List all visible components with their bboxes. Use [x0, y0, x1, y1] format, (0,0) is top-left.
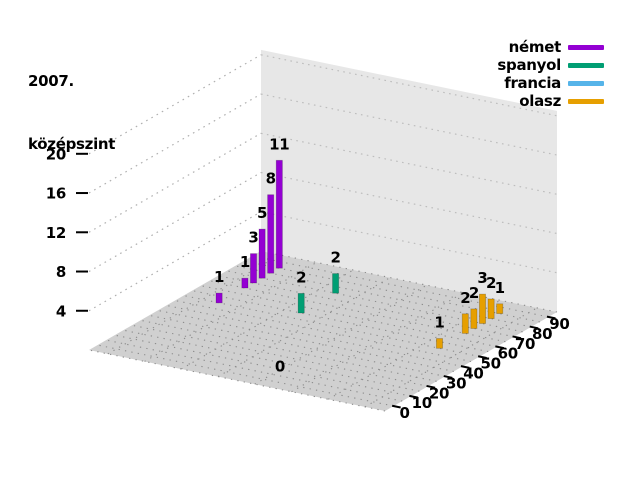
x-tick	[477, 355, 487, 359]
legend-label: olasz	[519, 92, 561, 110]
floor-gridline-y	[327, 299, 501, 400]
z-tick-label: 16	[46, 185, 66, 203]
chart-title-line2: középszint	[28, 135, 116, 153]
bar-olasz-70	[470, 308, 478, 329]
legend-swatch	[568, 44, 604, 50]
chart-title: 2007. középszint	[28, 29, 115, 197]
x-tick-label: 50	[480, 355, 500, 373]
bar-spanyol-75	[332, 273, 340, 294]
bar-label-olasz-80: 2	[486, 274, 496, 292]
bar-label-német-75: 5	[257, 204, 267, 222]
legend-label: spanyol	[497, 56, 561, 74]
bar-label-olasz-70: 2	[469, 284, 479, 302]
x-tick-label: 60	[498, 345, 518, 363]
bar-spanyol-55	[297, 292, 305, 314]
bar-label-német-85: 11	[269, 135, 289, 153]
wall-gridline	[260, 93, 558, 156]
bar-label-francia-0: 0	[275, 358, 285, 376]
x-tick	[443, 375, 453, 379]
bar-label-olasz-65: 2	[460, 289, 470, 307]
bar-label-német-80: 8	[266, 170, 276, 188]
bar-label-spanyol-75: 2	[331, 249, 341, 267]
bar-német-80	[267, 194, 275, 274]
floor-gridline-y	[181, 269, 354, 370]
wall-gridline	[260, 211, 558, 274]
bar-label-német-70: 3	[248, 229, 258, 247]
floor-gridline-y	[107, 254, 281, 355]
legend-item-francia: francia	[497, 74, 604, 92]
x-tick	[460, 365, 470, 369]
z-tick-label: 12	[46, 224, 66, 242]
legend-label: német	[508, 38, 562, 56]
bar-olasz-75	[478, 293, 486, 324]
x-tick-label: 10	[412, 394, 432, 412]
bar-olasz-50	[435, 338, 443, 349]
legend-item-német: német	[497, 38, 604, 56]
chart-title-line1: 2007.	[28, 72, 74, 90]
bar-német-50	[215, 292, 223, 304]
bar-label-olasz-75: 3	[477, 269, 487, 287]
bar-német-75	[258, 228, 266, 279]
bar-német-65	[241, 277, 249, 289]
bar-label-olasz-50: 1	[434, 314, 444, 332]
x-tick-label: 20	[429, 384, 449, 402]
wall-gridline	[260, 54, 558, 117]
x-tick-label: 0	[400, 404, 410, 422]
x-tick-label: 30	[446, 374, 466, 392]
bar-olasz-85	[496, 303, 504, 314]
floor-gridline-y	[364, 307, 538, 408]
bar-német-85	[275, 159, 283, 269]
x-tick	[409, 394, 419, 399]
bar-label-német-65: 1	[240, 253, 250, 271]
x-tick-label: 80	[532, 325, 552, 343]
right-wall	[261, 49, 557, 313]
x-tick	[529, 325, 539, 330]
legend-swatch	[568, 98, 604, 104]
legend-item-olasz: olasz	[497, 92, 604, 110]
z-tick-label: 8	[56, 263, 66, 281]
x-tick-label: 70	[515, 335, 535, 353]
x-tick-label: 90	[549, 315, 569, 333]
bar-label-olasz-85: 1	[495, 279, 505, 297]
x-tick	[391, 404, 401, 409]
bar-label-német-50: 1	[214, 268, 224, 286]
wall-gridline	[260, 132, 558, 195]
x-tick	[426, 384, 436, 389]
floor	[89, 251, 557, 411]
x-tick-label: 40	[463, 364, 483, 382]
legend-swatch	[568, 80, 604, 86]
floor-gridline-y	[217, 277, 391, 378]
bar-label-spanyol-55: 2	[296, 268, 306, 286]
bar-olasz-65	[461, 313, 469, 334]
floor-gridline-y	[254, 284, 428, 385]
legend-swatch	[568, 62, 604, 68]
floor-gridline-y	[291, 292, 464, 393]
wall-gridline	[260, 171, 558, 235]
z-tick-label: 4	[56, 302, 66, 320]
floor-gridline-y	[144, 261, 317, 362]
x-tick	[495, 345, 505, 350]
z-tick-label: 20	[46, 145, 66, 163]
x-tick	[512, 335, 522, 340]
x-tick	[546, 315, 556, 320]
bar-olasz-80	[487, 298, 495, 320]
legend: német spanyol francia olasz	[497, 38, 604, 110]
bar-német-70	[249, 253, 257, 284]
legend-item-spanyol: spanyol	[497, 56, 604, 74]
legend-label: francia	[504, 74, 561, 92]
